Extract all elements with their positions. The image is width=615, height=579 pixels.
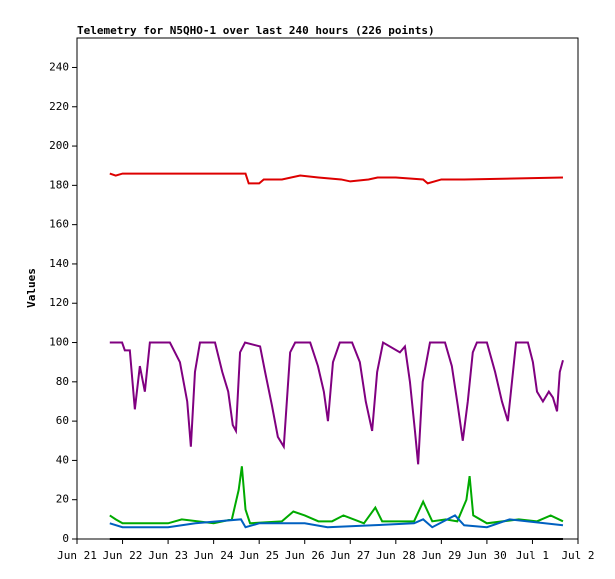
y-tick-label: 140 bbox=[49, 257, 69, 270]
plot-frame bbox=[76, 37, 579, 540]
series-line bbox=[109, 172, 563, 185]
x-tick-label: Jun 22 bbox=[103, 549, 143, 562]
x-tick-label: Jun 27 bbox=[330, 549, 370, 562]
y-tick-label: 80 bbox=[56, 375, 69, 388]
x-tick-label: Jun 24 bbox=[194, 549, 234, 562]
y-tick-label: 200 bbox=[49, 139, 69, 152]
series-line bbox=[109, 340, 564, 465]
series-line bbox=[109, 514, 564, 529]
y-tick-label: 240 bbox=[49, 60, 69, 73]
y-tick-label: 180 bbox=[49, 178, 69, 191]
y-tick-label: 40 bbox=[56, 453, 69, 466]
x-tick-label: Jul 2 bbox=[561, 549, 594, 562]
x-tick-label: Jun 30 bbox=[467, 549, 507, 562]
x-tick-label: Jun 25 bbox=[239, 549, 279, 562]
x-tick-label: Jun 23 bbox=[148, 549, 188, 562]
y-tick-label: 100 bbox=[49, 336, 69, 349]
x-tick-label: Jun 21 bbox=[57, 549, 97, 562]
y-tick-label: 160 bbox=[49, 218, 69, 231]
x-tick-label: Jun 26 bbox=[285, 549, 325, 562]
chart-title: Telemetry for N5QHO-1 over last 240 hour… bbox=[77, 24, 435, 37]
y-tick-label: 60 bbox=[56, 414, 69, 427]
y-tick-label: 220 bbox=[49, 100, 69, 113]
y-axis-label: Values bbox=[25, 268, 38, 308]
x-tick-label: Jun 28 bbox=[376, 549, 416, 562]
y-tick-label: 0 bbox=[62, 532, 69, 545]
x-tick-label: Jul 1 bbox=[516, 549, 549, 562]
y-tick-label: 20 bbox=[56, 493, 69, 506]
x-tick-label: Jun 29 bbox=[421, 549, 461, 562]
y-tick-label: 120 bbox=[49, 296, 69, 309]
series-line bbox=[109, 466, 564, 525]
